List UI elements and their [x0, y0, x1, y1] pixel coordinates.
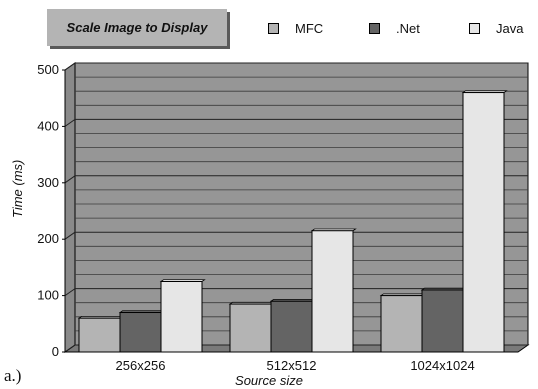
y-tick-label: 0 [52, 344, 59, 359]
gridline-side [64, 175, 76, 184]
gridline-side [64, 62, 76, 71]
legend-swatch-java [469, 23, 480, 34]
legend-swatch-dotnet [369, 23, 380, 34]
y-tick-label: 400 [37, 118, 59, 133]
bar-java-256x256 [160, 281, 203, 353]
bar-net-512x512 [270, 300, 313, 353]
gridline-side [64, 288, 76, 297]
bar-mfc-1024x1024 [380, 295, 423, 353]
legend-label-java: Java [496, 21, 524, 36]
chart-title-box: Scale Image to Display [47, 9, 227, 46]
gridline-side [64, 344, 76, 353]
bar-mfc-256x256 [78, 317, 121, 353]
x-tick-label: 256x256 [116, 358, 166, 373]
gridline-side [64, 118, 76, 127]
bar-mfc-512x512 [229, 303, 272, 353]
x-axis-label: Source size [235, 373, 303, 388]
chart-title: Scale Image to Display [66, 20, 208, 35]
x-tick-label: 1024x1024 [410, 358, 474, 373]
y-tick-label: 100 [37, 288, 59, 303]
legend-item-dotnet: .Net [369, 21, 449, 37]
y-tick-label: 200 [37, 231, 59, 246]
bar-net-1024x1024 [421, 289, 464, 353]
legend-item-mfc: MFC [268, 21, 348, 37]
y-tick-label: 300 [37, 175, 59, 190]
legend-item-java: Java [469, 21, 534, 37]
x-tick-label: 512x512 [267, 358, 317, 373]
legend-label-dotnet: .Net [396, 21, 420, 36]
plot-side-wall [64, 62, 76, 353]
gridline-side [64, 231, 76, 240]
bar-net-256x256 [119, 312, 162, 353]
bar-java-1024x1024 [462, 92, 505, 353]
panel-label: a.) [4, 366, 22, 385]
legend-label-mfc: MFC [295, 21, 324, 36]
legend-swatch-mfc [268, 23, 279, 34]
y-tick-label: 500 [37, 62, 59, 77]
bar-java-512x512 [311, 230, 354, 353]
